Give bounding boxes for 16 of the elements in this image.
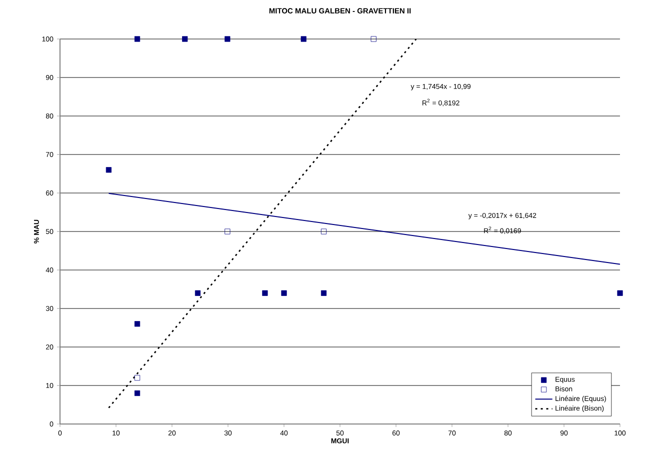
point xyxy=(320,290,327,296)
point xyxy=(194,290,201,296)
point xyxy=(134,390,140,396)
point xyxy=(134,36,140,42)
point xyxy=(370,36,376,42)
point xyxy=(134,321,140,327)
point xyxy=(300,36,306,42)
point xyxy=(281,290,287,296)
point xyxy=(320,228,327,234)
point xyxy=(224,36,230,42)
point xyxy=(134,375,140,381)
point xyxy=(106,167,112,173)
point xyxy=(182,36,188,42)
point xyxy=(617,290,623,296)
point xyxy=(262,290,268,296)
point xyxy=(224,228,230,234)
